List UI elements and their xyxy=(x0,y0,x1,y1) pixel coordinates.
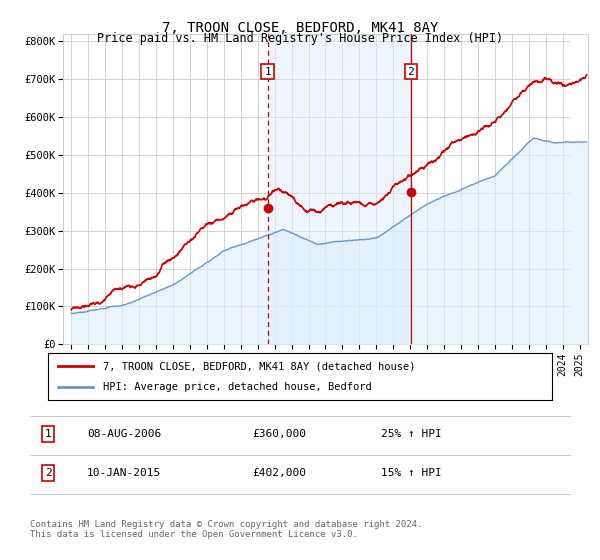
Text: 25% ↑ HPI: 25% ↑ HPI xyxy=(381,429,442,439)
Text: 1: 1 xyxy=(264,67,271,77)
Text: 7, TROON CLOSE, BEDFORD, MK41 8AY: 7, TROON CLOSE, BEDFORD, MK41 8AY xyxy=(162,21,438,35)
Text: Price paid vs. HM Land Registry's House Price Index (HPI): Price paid vs. HM Land Registry's House … xyxy=(97,32,503,45)
Text: 1: 1 xyxy=(44,429,52,439)
Text: 7, TROON CLOSE, BEDFORD, MK41 8AY (detached house): 7, TROON CLOSE, BEDFORD, MK41 8AY (detac… xyxy=(103,361,416,371)
Text: £402,000: £402,000 xyxy=(252,468,306,478)
Text: £360,000: £360,000 xyxy=(252,429,306,439)
Text: 08-AUG-2006: 08-AUG-2006 xyxy=(87,429,161,439)
Text: 15% ↑ HPI: 15% ↑ HPI xyxy=(381,468,442,478)
Bar xyxy=(268,34,410,344)
Text: 10-JAN-2015: 10-JAN-2015 xyxy=(87,468,161,478)
Text: HPI: Average price, detached house, Bedford: HPI: Average price, detached house, Bedf… xyxy=(103,382,372,392)
Bar xyxy=(571,34,588,344)
Text: 2: 2 xyxy=(44,468,52,478)
Text: Contains HM Land Registry data © Crown copyright and database right 2024.
This d: Contains HM Land Registry data © Crown c… xyxy=(30,520,422,539)
Text: 2: 2 xyxy=(407,67,414,77)
